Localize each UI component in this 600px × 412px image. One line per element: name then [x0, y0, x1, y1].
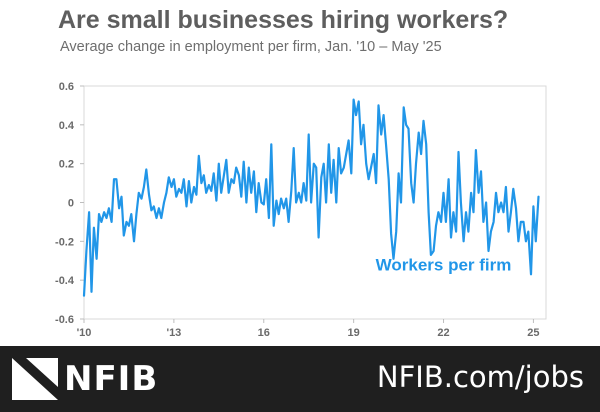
chart-subtitle: Average change in employment per firm, J… [60, 39, 442, 55]
y-tick-label: -0.6 [55, 314, 74, 326]
series-annotation: Workers per firm [376, 255, 512, 274]
x-tick-label: 25 [527, 327, 539, 339]
footer-url-link[interactable]: NFIB.com/jobs [376, 360, 584, 394]
plot-frame [83, 85, 547, 320]
series-line [82, 98, 540, 297]
line-chart: 0.6 0.4 0.2 0 -0.2 -0.4 -0.6'10 '13 16 19 22 25 Work… [55, 81, 547, 339]
nfib-logo[interactable]: NFIB [12, 358, 158, 400]
y-tick-label: -0.2 [55, 236, 74, 248]
y-tick-label: 0.6 [59, 81, 74, 93]
x-tick-label: '10 [77, 327, 92, 339]
y-tick-label: -0.4 [55, 275, 75, 287]
x-tick-label: 22 [437, 327, 449, 339]
chart-title: Are small businesses hiring workers? [58, 6, 509, 34]
nfib-logo-icon [12, 358, 58, 400]
y-tick-label: 0 [68, 198, 74, 210]
x-tick-label: 16 [258, 327, 270, 339]
footer-bar: NFIB NFIB.com/jobs [0, 346, 600, 412]
y-tick-label: 0.4 [59, 120, 75, 132]
x-tick-label: '13 [166, 327, 181, 339]
y-tick-label: 0.2 [59, 159, 74, 171]
logo-text: NFIB [64, 359, 159, 399]
x-tick-label: 19 [348, 327, 360, 339]
